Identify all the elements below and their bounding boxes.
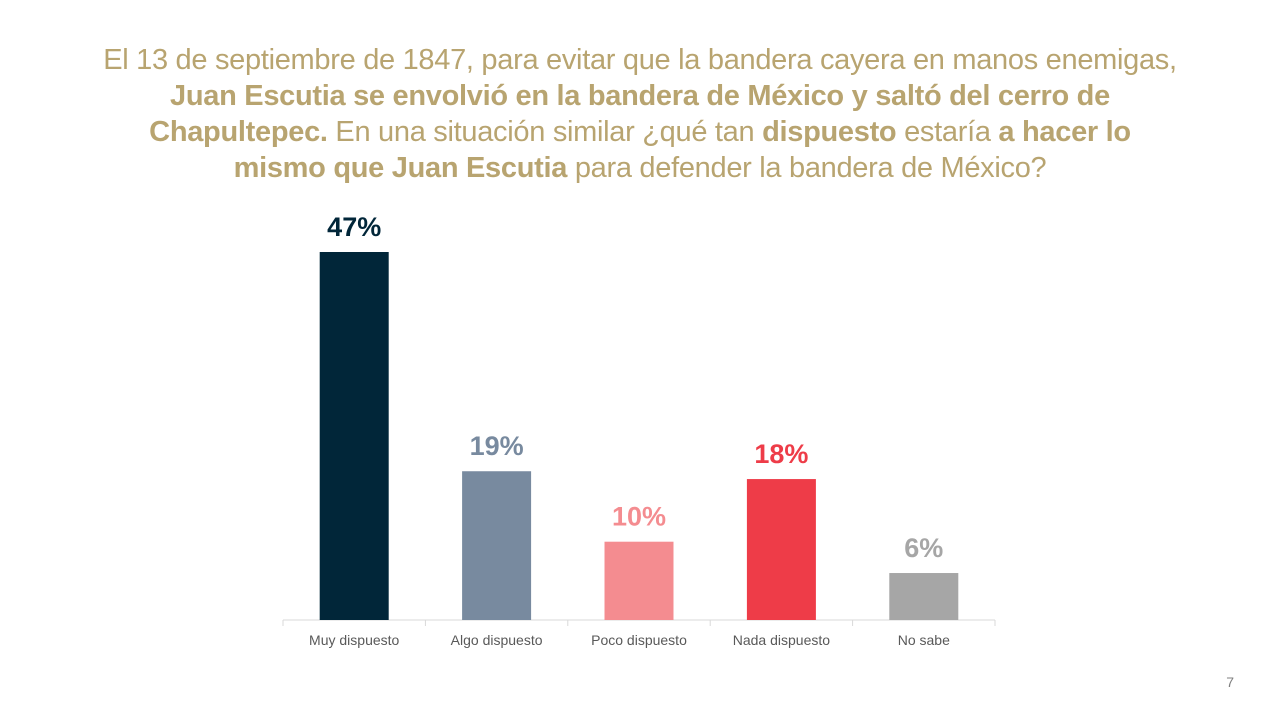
data-label: 47%: [327, 212, 381, 242]
bar-muy-dispuesto: [319, 252, 389, 620]
data-label: 18%: [754, 439, 808, 469]
x-tick-label: Poco dispuesto: [591, 632, 687, 648]
data-label: 10%: [612, 502, 666, 532]
question-bold-segment: dispuesto: [762, 116, 897, 148]
bar-algo-dispuesto: [462, 471, 532, 620]
question-bold-segment: Juan Escutia se envolvió en la bandera d…: [149, 80, 1110, 148]
question-segment: En una situación similar ¿qué tan: [327, 116, 763, 148]
x-tick-label: Algo dispuesto: [451, 632, 543, 648]
question-title: El 13 de septiembre de 1847, para evitar…: [100, 42, 1180, 186]
x-tick-label: Muy dispuesto: [309, 632, 399, 648]
x-tick-label: Nada dispuesto: [733, 632, 831, 648]
data-label: 6%: [904, 533, 943, 563]
x-tick-label: No sabe: [898, 632, 950, 648]
question-bold-segment: a hacer lo mismo que Juan Escutia: [233, 116, 1132, 184]
question-segment: estaría: [896, 116, 999, 148]
bar-nada-dispuesto: [746, 479, 816, 620]
page-number: 7: [1226, 674, 1234, 690]
question-segment: para defender la bandera de México?: [567, 152, 1047, 184]
data-label: 19%: [470, 431, 524, 461]
bar-no-sabe: [889, 573, 959, 620]
question-segment: El 13 de septiembre de 1847, para evitar…: [103, 44, 1177, 76]
bar-poco-dispuesto: [604, 541, 674, 620]
